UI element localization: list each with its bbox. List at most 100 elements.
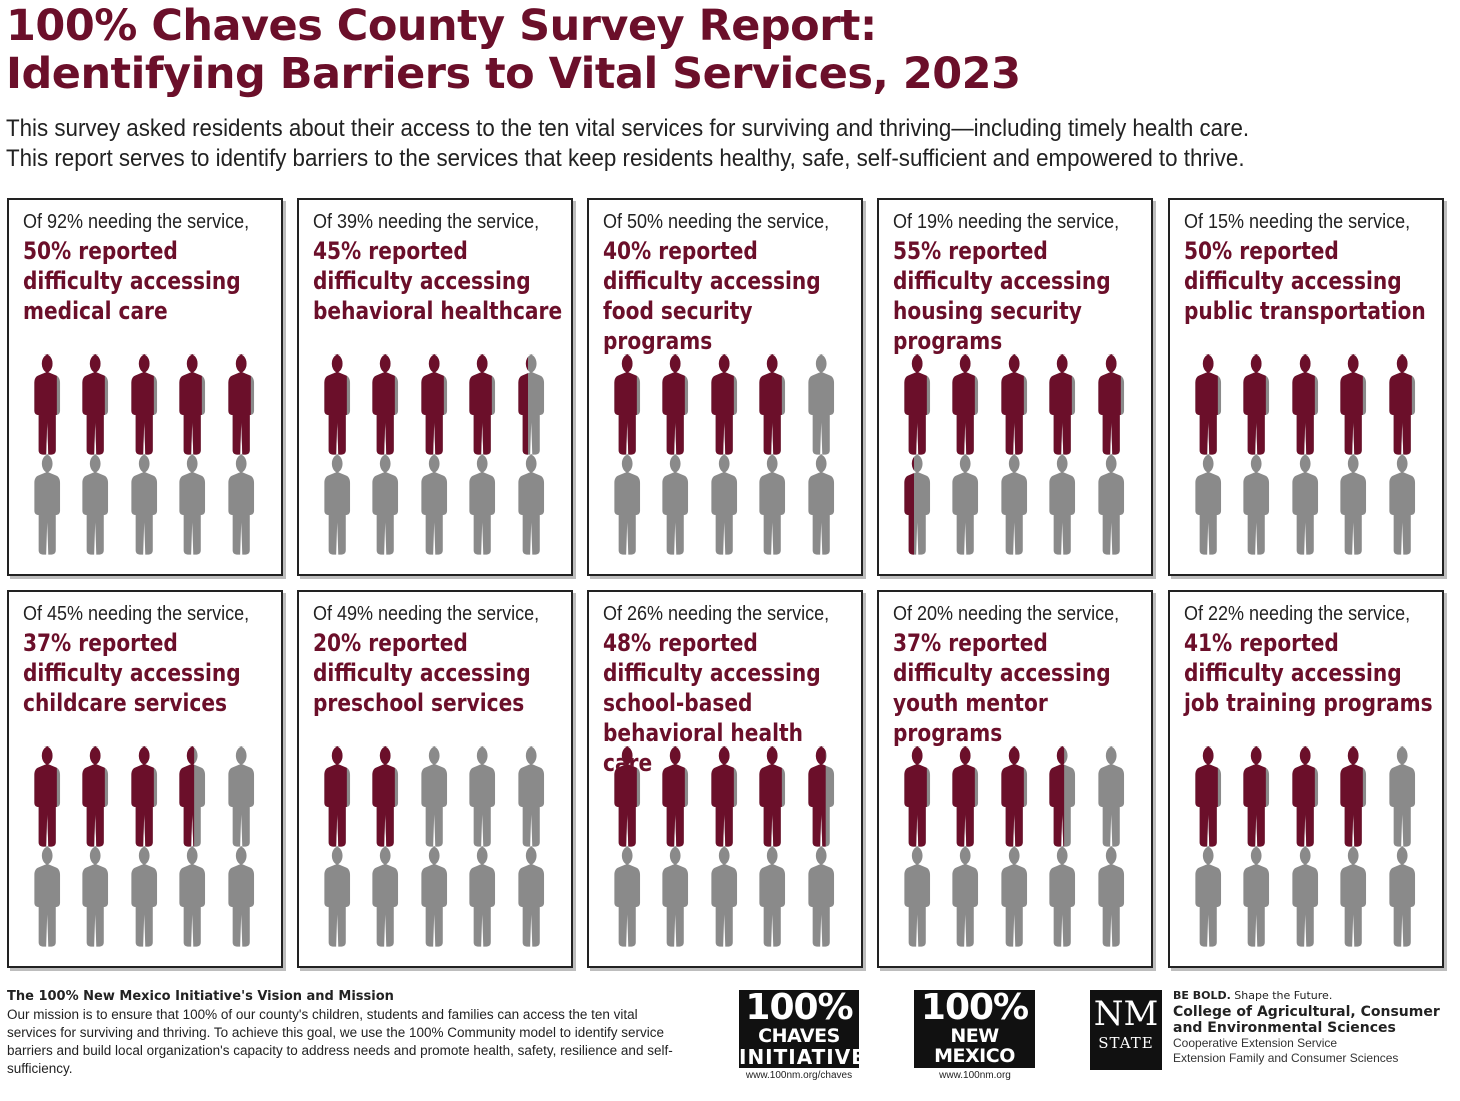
service-panel: Of 45% needing the service, 37% reported d… <box>7 590 283 968</box>
person-icon <box>34 454 61 555</box>
title-line-2: Identifying Barriers to Vital Services, … <box>6 49 1021 99</box>
mission-text: Our mission is to ensure that 100% of ou… <box>7 1007 673 1076</box>
person-icon-fill <box>952 746 975 847</box>
person-icon <box>1340 454 1367 555</box>
difficulty-heading-line: 48% reported <box>603 629 758 657</box>
person-icon-base <box>1243 846 1270 947</box>
difficulty-heading: 41% reported difficulty accessing job trai… <box>1184 628 1436 718</box>
pictograph <box>614 746 835 947</box>
person-icon-base <box>469 846 496 947</box>
person-icon <box>34 846 61 947</box>
person-icon <box>1001 846 1028 947</box>
person-icon <box>324 454 351 555</box>
difficulty-heading: 20% reported difficulty accessing preschoo… <box>313 628 565 718</box>
pictograph <box>324 746 545 947</box>
person-icon <box>662 354 689 455</box>
person-icon-fill <box>372 746 395 847</box>
person-icon-base <box>1049 846 1076 947</box>
person-icon-base <box>518 846 545 947</box>
person-icon <box>469 846 496 947</box>
person-icon-fill <box>179 746 195 847</box>
person-icon-fill <box>904 354 927 455</box>
person-icon <box>1389 354 1416 455</box>
difficulty-heading-line: programs <box>603 327 713 355</box>
logo-county: CHAVES <box>758 1025 840 1047</box>
person-icon <box>179 354 206 455</box>
difficulty-heading-line: food security <box>603 297 753 325</box>
needing-text: Of 15% needing the service, <box>1184 211 1411 233</box>
person-icon <box>904 354 931 455</box>
nm-url[interactable]: www.100nm.org <box>939 1070 1011 1081</box>
difficulty-heading: 40% reported difficulty accessing food sec… <box>603 236 855 356</box>
person-icon <box>808 354 835 455</box>
difficulty-heading-line: 40% reported <box>603 237 758 265</box>
difficulty-heading-line: 20% reported <box>313 629 468 657</box>
mission-block: The 100% New Mexico Initiative's Vision … <box>7 988 677 1078</box>
person-icon <box>469 746 496 847</box>
person-icon-fill <box>614 354 637 455</box>
person-icon-fill <box>904 746 927 847</box>
report-title: 100% Chaves County Survey Report: Identi… <box>6 2 1021 98</box>
difficulty-heading-line: 55% reported <box>893 237 1048 265</box>
person-icon <box>759 354 786 455</box>
person-icon-base <box>421 454 448 555</box>
chaves-url[interactable]: www.100nm.org/chaves <box>745 1070 853 1081</box>
person-icon <box>1195 454 1222 555</box>
logo-initiative: INITIATIVE <box>914 1065 1041 1089</box>
person-icon-base <box>1243 454 1270 555</box>
person-icon-base <box>1340 454 1367 555</box>
person-icon <box>1340 846 1367 947</box>
person-icon <box>179 746 206 847</box>
person-icon-base <box>1389 746 1416 847</box>
person-icon-base <box>421 846 448 947</box>
person-icon <box>662 846 689 947</box>
person-icon-fill <box>808 746 826 847</box>
pictograph <box>34 354 255 555</box>
person-icon-base <box>469 454 496 555</box>
difficulty-heading-line: 50% reported <box>1184 237 1339 265</box>
person-icon-base <box>952 454 979 555</box>
person-icon-fill <box>1049 746 1065 847</box>
person-icon-base <box>711 454 738 555</box>
person-icon-fill <box>662 746 685 847</box>
person-icon <box>1292 454 1319 555</box>
person-icon-base <box>1195 846 1222 947</box>
person-icon <box>1195 746 1222 847</box>
person-icon <box>131 846 158 947</box>
person-icon-base <box>1389 454 1416 555</box>
person-icon <box>372 354 399 455</box>
person-icon <box>421 846 448 947</box>
difficulty-heading-line: difficulty accessing <box>313 267 531 295</box>
person-icon-fill <box>1049 354 1072 455</box>
person-icon <box>1243 846 1270 947</box>
person-icon-base <box>179 846 206 947</box>
person-icon <box>1243 354 1270 455</box>
person-icon <box>711 846 738 947</box>
person-icon-base <box>518 454 545 555</box>
person-icon-fill <box>1243 746 1266 847</box>
needing-text: Of 39% needing the service, <box>313 211 540 233</box>
person-icon <box>1049 846 1076 947</box>
title-line-1: 100% Chaves County Survey Report: <box>6 1 877 51</box>
service-panel: Of 50% needing the service, 40% reported d… <box>587 198 863 576</box>
difficulty-heading-line: public transportation <box>1184 297 1426 325</box>
tagline: BE BOLD. Shape the Future. <box>1173 988 1458 1004</box>
difficulty-heading-line: difficulty accessing <box>23 659 241 687</box>
person-icon-base <box>808 354 835 455</box>
person-icon-base <box>1292 454 1319 555</box>
person-icon-fill <box>228 354 251 455</box>
person-icon <box>952 354 979 455</box>
service-panel: Of 49% needing the service, 20% reported d… <box>297 590 573 968</box>
person-icon-base <box>1098 846 1125 947</box>
difficulty-heading-line: school-based <box>603 689 753 717</box>
person-icon <box>34 354 61 455</box>
needing-text: Of 22% needing the service, <box>1184 603 1411 625</box>
person-icon <box>1195 846 1222 947</box>
difficulty-heading-line: difficulty accessing <box>893 659 1111 687</box>
person-icon-fill <box>1195 354 1218 455</box>
difficulty-heading-line: 37% reported <box>893 629 1048 657</box>
person-icon <box>662 746 689 847</box>
person-icon-base <box>711 846 738 947</box>
college-name-1: College of Agricultural, Consumer <box>1173 1004 1440 1020</box>
difficulty-heading-line: difficulty accessing <box>1184 659 1402 687</box>
